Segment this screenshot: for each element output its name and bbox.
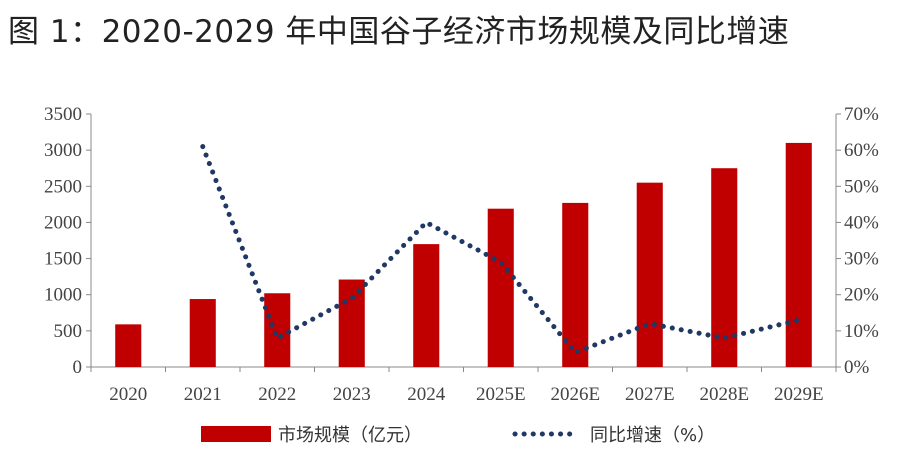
left-tick-label: 2500 [44,176,82,197]
bar [785,142,812,367]
x-tick-label: 2024 [407,384,446,405]
legend-bar-label: 市场规模（亿元） [278,425,422,446]
left-tick-label: 1500 [44,249,82,270]
bar [115,324,142,367]
legend-line-label: 同比增速（%） [590,425,715,446]
right-tick-label: 0% [844,357,870,378]
bar [338,279,365,367]
x-tick-label: 2029E [774,384,824,405]
left-tick-label: 3500 [44,104,82,125]
x-tick-label: 2021 [184,384,222,405]
right-tick-label: 20% [844,285,879,306]
legend: 市场规模（亿元） 同比增速（%） [201,425,715,446]
right-tick-label: 70% [844,104,879,125]
x-tick-label: 2027E [625,384,675,405]
bar [487,208,514,367]
chart-title: 图 1：2020-2029 年中国谷子经济市场规模及同比增速 [8,14,790,50]
left-tick-label: 1000 [44,285,82,306]
bar [413,244,440,367]
right-tick-label: 50% [844,176,879,197]
left-tick-label: 3000 [44,140,82,161]
left-tick-label: 0 [73,357,83,378]
legend-bar-swatch [201,426,271,442]
x-tick-label: 2023 [333,384,371,405]
line-series [200,144,802,356]
bar-series [115,142,812,367]
right-tick-label: 30% [844,249,879,270]
x-tick-label: 2022 [258,384,296,405]
x-tick-label: 2026E [550,384,600,405]
x-tick-label: 2025E [476,384,526,405]
x-tick-label: 2028E [699,384,749,405]
left-tick-label: 2000 [44,212,82,233]
tick-labels: 0 500 1000 1500 2000 2500 3000 3500 0% 10% 20% 30% 4… [44,104,879,405]
right-tick-label: 60% [844,140,879,161]
left-tick-label: 500 [54,321,83,342]
right-tick-label: 10% [844,321,879,342]
right-tick-label: 40% [844,212,879,233]
bar [264,293,291,367]
bar [636,182,663,367]
bar [189,299,216,367]
x-tick-label: 2020 [109,384,147,405]
